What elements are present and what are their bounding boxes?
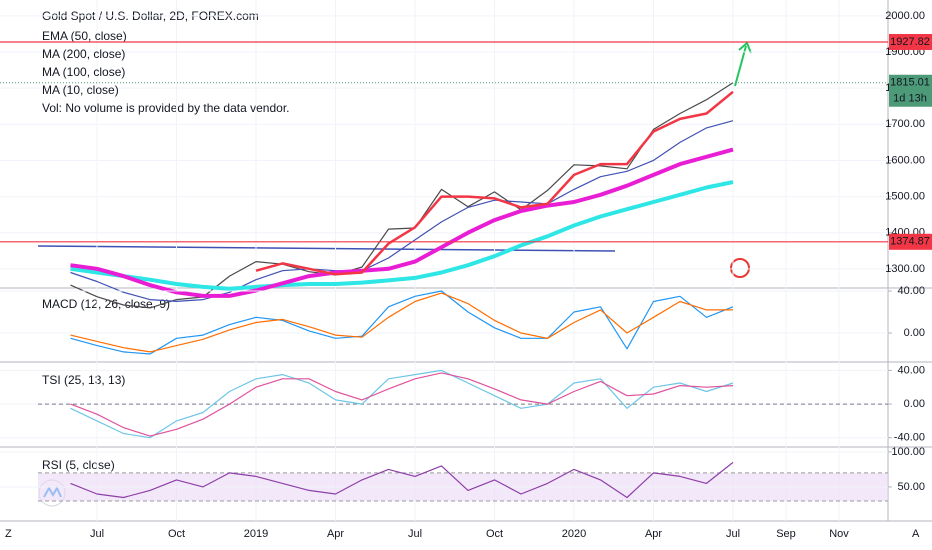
y-tick-label: 1500.00 xyxy=(885,190,925,202)
y-tick-label: 1700.00 xyxy=(885,118,925,130)
toolbar-button[interactable]: Z xyxy=(5,528,12,540)
level-label-box xyxy=(889,33,932,50)
trend-line xyxy=(37,245,616,252)
legend-entry: EMA (50, close) xyxy=(42,29,127,43)
x-tick-label: Jul xyxy=(90,528,104,540)
level-label: 1927.82 xyxy=(890,36,930,48)
x-tick-label: Apr xyxy=(327,528,344,540)
legend-entry: MA (10, close) xyxy=(42,83,119,97)
projection-arrow xyxy=(734,45,747,87)
x-tick-label: Apr xyxy=(645,528,662,540)
x-tick-label: Oct xyxy=(486,528,503,540)
pane-title: RSI (5, close) xyxy=(42,458,115,472)
annotation: Vol: No volume is provided by the data v… xyxy=(42,101,289,115)
level-label-box xyxy=(889,233,932,250)
series-line xyxy=(255,90,734,276)
y-tick-label: 40.00 xyxy=(897,285,925,297)
countdown-label: 1d 13h xyxy=(893,93,927,105)
y-tick-label: 1300.00 xyxy=(885,263,925,275)
series-line xyxy=(70,82,734,309)
y-tick-label: 100.00 xyxy=(891,446,925,458)
x-tick-label: 2019 xyxy=(244,528,268,540)
series-line xyxy=(70,180,734,291)
y-tick-label: 50.00 xyxy=(897,481,925,493)
flag-icon xyxy=(730,258,750,278)
series-line xyxy=(70,120,734,302)
legend-entry: MA (100, close) xyxy=(42,65,125,79)
series-line xyxy=(70,290,734,355)
y-tick-label: 0.00 xyxy=(904,327,925,339)
pane-title: TSI (25, 13, 13) xyxy=(42,373,125,387)
series-line xyxy=(70,369,734,439)
series-line xyxy=(70,147,734,298)
y-tick-label: 40.00 xyxy=(897,364,925,376)
last-price-box xyxy=(889,74,932,107)
x-tick-label: Oct xyxy=(168,528,185,540)
y-tick-label: -40.00 xyxy=(894,432,925,444)
x-tick-label: Nov xyxy=(829,528,849,540)
pane-title: MACD (12, 26, close, 9) xyxy=(42,297,170,311)
series-line xyxy=(70,461,734,499)
series-line xyxy=(70,292,733,353)
legend-entry: MA (200, close) xyxy=(42,47,125,61)
x-tick-label: 2020 xyxy=(562,528,586,540)
x-tick-label: Sep xyxy=(776,528,796,540)
x-tick-label: Jul xyxy=(408,528,422,540)
projection-arrow-head xyxy=(738,41,752,54)
series-line xyxy=(70,372,734,437)
x-tick-label: Jul xyxy=(726,528,740,540)
last-price-label: 1815.01 xyxy=(890,77,930,89)
toolbar-button[interactable]: A xyxy=(912,528,920,540)
y-tick-label: 1600.00 xyxy=(885,154,925,166)
y-tick-label: 2000.00 xyxy=(885,10,925,22)
y-tick-label: 0.00 xyxy=(904,398,925,410)
level-label: 1374.87 xyxy=(890,236,930,248)
